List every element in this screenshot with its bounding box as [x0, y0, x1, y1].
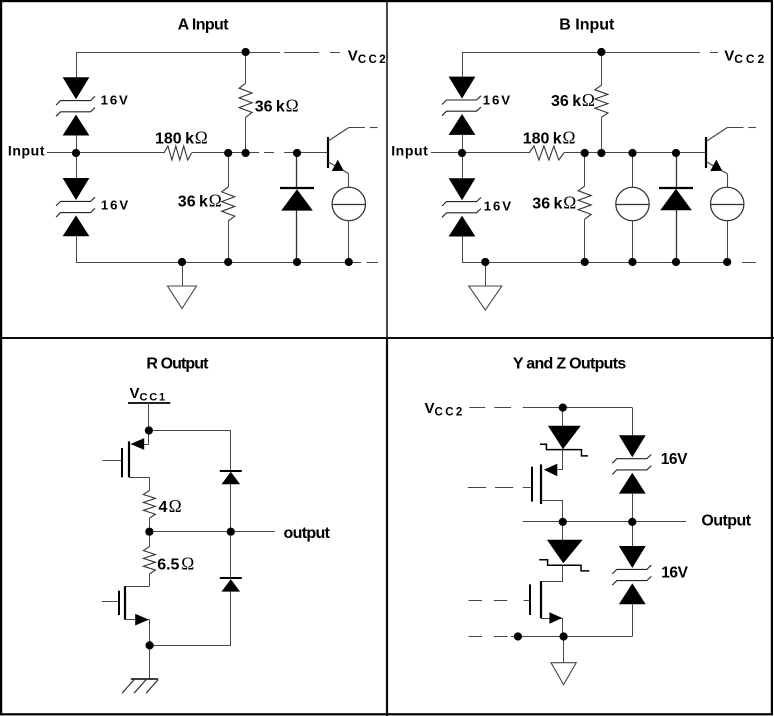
svg-text:B Input: B Input	[559, 16, 615, 33]
svg-text:16V: 16V	[484, 198, 513, 213]
svg-text:6.5Ω: 6.5 Ω	[157, 554, 194, 574]
svg-text:Input: Input	[8, 143, 45, 159]
svg-text:16V: 16V	[483, 92, 512, 107]
svg-text:VCC2: VCC2	[724, 48, 767, 67]
svg-text:16V: 16V	[101, 92, 130, 107]
svg-text:16V: 16V	[101, 197, 130, 212]
svg-text:4Ω: 4Ω	[159, 496, 182, 516]
svg-text:Output: Output	[701, 512, 751, 529]
svg-text:Input: Input	[391, 143, 428, 159]
svg-text:16V: 16V	[661, 564, 688, 581]
svg-text:R Output: R Output	[146, 356, 209, 373]
svg-text:A Input: A Input	[178, 16, 230, 33]
svg-text:output: output	[284, 525, 331, 542]
svg-text:Y and Z Outputs: Y and Z Outputs	[513, 356, 627, 373]
svg-text:16V: 16V	[661, 451, 688, 468]
